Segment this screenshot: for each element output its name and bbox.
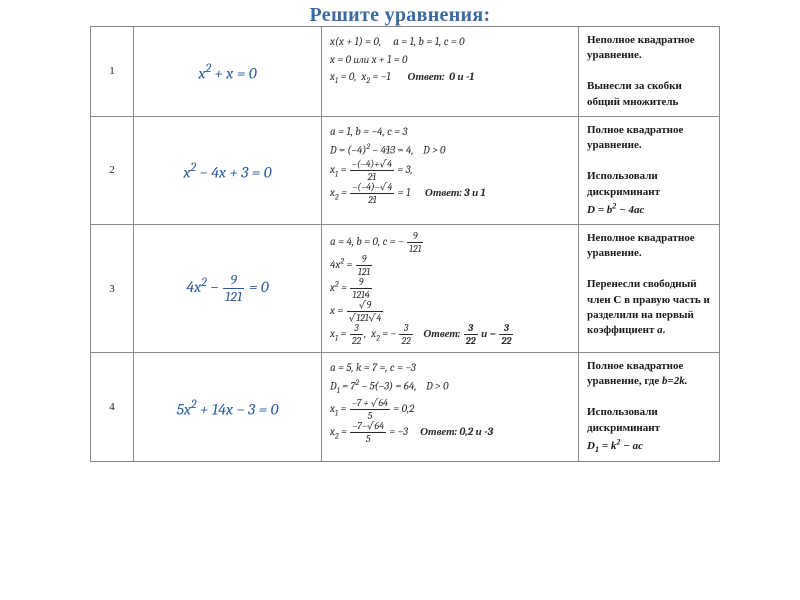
page-title: Решите уравнения:	[0, 0, 800, 27]
note-cell: Неполное квадратное уравнение.Вынесли за…	[579, 27, 720, 117]
note-cell: Полное квадратное уравнение.Использовали…	[579, 116, 720, 224]
note-cell: Полное квадратное уравнение, где b=2k.Ис…	[579, 353, 720, 462]
equation-cell: 5x2 + 14x − 3 = 0	[134, 353, 322, 462]
table-row: 3 4x2 − 9121 = 0 a = 4, b = 0, c = − 912…	[91, 224, 720, 352]
row-number: 1	[91, 27, 134, 117]
solution-cell: a = 1, b = −4, c = 3D = (−4)2 − 4·1·3 = …	[322, 116, 579, 224]
row-number: 4	[91, 353, 134, 462]
table-row: 4 5x2 + 14x − 3 = 0 a = 5, k = 7 =, c = …	[91, 353, 720, 462]
row-number: 2	[91, 116, 134, 224]
row-number: 3	[91, 224, 134, 352]
equations-table: 1 x2 + x = 0 x(x + 1) = 0, a = 1, b = 1,…	[90, 26, 720, 462]
table-row: 2 x2 − 4x + 3 = 0 a = 1, b = −4, c = 3D …	[91, 116, 720, 224]
equation-cell: x2 + x = 0	[134, 27, 322, 117]
note-cell: Неполное квадратное уравнение.Перенесли …	[579, 224, 720, 352]
table-row: 1 x2 + x = 0 x(x + 1) = 0, a = 1, b = 1,…	[91, 27, 720, 117]
solution-cell: x(x + 1) = 0, a = 1, b = 1, c = 0x = 0 и…	[322, 27, 579, 117]
solution-cell: a = 4, b = 0, c = − 91214x2 = 9121x2 = 9…	[322, 224, 579, 352]
equation-cell: x2 − 4x + 3 = 0	[134, 116, 322, 224]
equation-cell: 4x2 − 9121 = 0	[134, 224, 322, 352]
solution-cell: a = 5, k = 7 =, c = −3D1 = 72 − 5·(−3) =…	[322, 353, 579, 462]
table-wrap: 1 x2 + x = 0 x(x + 1) = 0, a = 1, b = 1,…	[90, 26, 720, 462]
page: Решите уравнения: 1 x2 + x = 0 x(x + 1) …	[0, 0, 800, 600]
